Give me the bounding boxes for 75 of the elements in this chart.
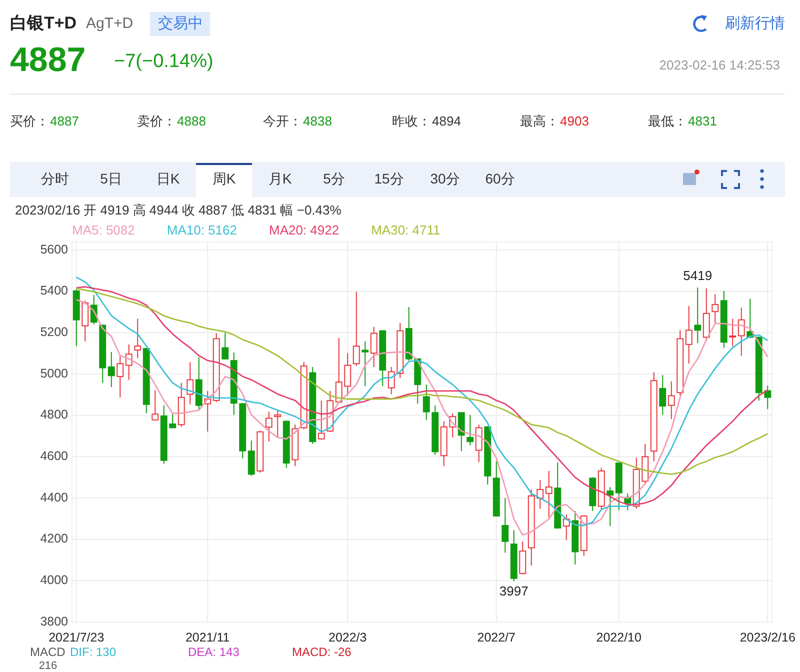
text: DEA: 143 — [188, 645, 240, 660]
chart-subtitle: AgT+D — [86, 14, 134, 32]
candlestick — [712, 294, 719, 324]
text: 昨收： — [392, 113, 431, 128]
text: MA20: 4922 — [268, 222, 340, 238]
candlestick — [738, 307, 745, 356]
candlestick — [685, 306, 692, 364]
annotation: 5419 — [683, 268, 712, 283]
text: 2023-02-16 14:25:53 — [659, 57, 780, 72]
candlestick — [650, 372, 658, 462]
text: 4888 — [177, 113, 206, 128]
candlestick — [659, 374, 666, 416]
candlestick — [720, 290, 728, 348]
text: 4894 — [432, 113, 461, 128]
candlestick — [694, 286, 702, 344]
x-tick-label: 2021/11 — [185, 630, 230, 644]
text: 15分 — [374, 170, 404, 187]
text: 60分 — [485, 170, 515, 187]
x-tick-label: 2023/2/16 — [740, 630, 796, 644]
text: MACD — [30, 645, 66, 660]
text: 30分 — [430, 170, 460, 187]
y-tick-label: 5000 — [40, 366, 68, 380]
text: 卖价： — [137, 113, 176, 128]
text: 买价： — [10, 113, 49, 128]
candlestick — [466, 414, 474, 446]
text: 2023/02/16 开 4919 高 4944 收 4887 低 4831 幅 −0.43% — [15, 202, 342, 218]
y-tick-label: 4400 — [40, 490, 68, 504]
y-tick-label: 5200 — [40, 324, 68, 339]
text: 日K — [156, 170, 180, 187]
text: 4838 — [303, 113, 332, 128]
x-tick-label: 2022/3 — [328, 630, 367, 644]
text: 周K — [212, 170, 236, 187]
text: 刷新行情 — [725, 14, 785, 32]
y-tick-label: 4600 — [40, 448, 68, 463]
text: MA5: 5082 — [72, 222, 135, 238]
candlestick — [186, 362, 194, 405]
text: 今开： — [263, 113, 302, 128]
candlestick — [545, 470, 552, 518]
y-tick-label: 4200 — [40, 532, 68, 546]
text: 4903 — [560, 113, 589, 128]
text: 4887 — [10, 40, 86, 79]
candlestick — [370, 326, 378, 368]
text: 最高： — [520, 113, 559, 128]
text: 216 — [38, 660, 58, 672]
candlestick — [729, 318, 736, 347]
text: 5分 — [323, 170, 345, 187]
x-tick-label: 2022/7 — [477, 630, 516, 644]
annotation: 3997 — [499, 584, 528, 599]
text: DIF: 130 — [70, 645, 116, 660]
candlestick — [108, 351, 115, 388]
candlestick — [572, 510, 579, 566]
text: −7(−0.14%) — [114, 51, 214, 72]
y-tick-label: 5400 — [40, 284, 68, 298]
x-tick-label: 2022/10 — [596, 630, 642, 644]
candlestick — [134, 318, 142, 359]
text: 4887 — [50, 113, 79, 128]
text: 最低： — [648, 113, 687, 128]
text: 交易中 — [158, 14, 203, 32]
text: MA30: 4711 — [371, 222, 440, 238]
y-tick-label: 4000 — [40, 572, 68, 587]
y-tick-label: 3800 — [40, 614, 68, 628]
text: 分时 — [41, 170, 69, 187]
x-tick-label: 2021/7/23 — [48, 630, 104, 644]
candlestick — [125, 344, 132, 380]
candlestick — [668, 380, 675, 420]
text: 5日 — [100, 170, 122, 187]
y-tick-label: 4800 — [40, 408, 68, 422]
text: MACD: -26 — [292, 645, 352, 660]
text: 4831 — [688, 113, 717, 128]
y-tick-label: 5600 — [40, 242, 68, 256]
text: MA10: 5162 — [166, 222, 237, 238]
chart-title: 白银T+D — [10, 13, 77, 32]
candlestick — [379, 330, 386, 387]
text: 月K — [268, 170, 292, 187]
candlestick — [502, 498, 509, 554]
